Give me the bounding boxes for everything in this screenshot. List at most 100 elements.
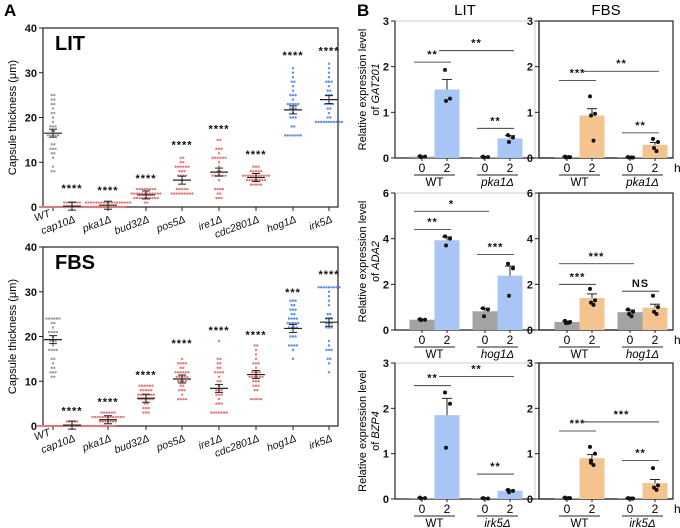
data-point xyxy=(146,402,149,405)
data-point xyxy=(325,326,328,329)
data-point xyxy=(333,120,336,124)
data-point xyxy=(221,187,225,191)
data-point xyxy=(180,393,184,396)
data-point xyxy=(486,155,490,160)
data-point xyxy=(593,298,597,303)
data-point xyxy=(224,174,227,177)
data-point xyxy=(224,156,227,159)
data-point xyxy=(142,406,145,410)
data-point xyxy=(507,293,511,298)
x-tick-label: 0 xyxy=(564,161,571,175)
data-point xyxy=(53,129,56,133)
data-point xyxy=(65,420,69,423)
y-tick-label: 30 xyxy=(25,68,37,80)
data-point xyxy=(182,161,185,164)
x-tick-label: pos5Δ xyxy=(154,433,187,455)
data-point xyxy=(289,134,292,137)
data-point xyxy=(443,67,447,72)
group-label: WT xyxy=(426,177,444,189)
data-point xyxy=(289,107,292,110)
data-point xyxy=(225,411,228,414)
data-point xyxy=(180,187,184,191)
data-point xyxy=(486,496,490,501)
data-point xyxy=(39,424,42,428)
data-point xyxy=(184,165,188,168)
data-point xyxy=(291,299,295,302)
data-point xyxy=(423,154,427,159)
significance-label: **** xyxy=(171,139,192,151)
data-point xyxy=(253,344,256,347)
data-point xyxy=(291,102,295,106)
data-point xyxy=(286,321,289,325)
data-point xyxy=(53,102,56,106)
data-point xyxy=(57,424,61,428)
data-point xyxy=(50,129,53,133)
data-point xyxy=(146,192,149,195)
y-tick-label: 6 xyxy=(383,188,389,200)
data-point xyxy=(297,134,300,137)
data-point xyxy=(174,165,177,168)
significance-label: **** xyxy=(318,45,339,57)
significance-label: *** xyxy=(285,287,301,299)
plot-frame xyxy=(394,362,536,500)
data-point xyxy=(128,201,132,204)
data-point xyxy=(591,302,596,307)
significance-label: **** xyxy=(135,173,156,185)
data-point xyxy=(253,389,256,392)
data-point xyxy=(327,371,331,374)
data-point xyxy=(326,89,329,92)
data-point xyxy=(286,102,289,106)
y-tick-label: 2 xyxy=(527,403,533,415)
data-point xyxy=(217,152,221,155)
data-point xyxy=(212,411,215,414)
data-point xyxy=(102,205,106,209)
data-point xyxy=(108,201,111,204)
data-point xyxy=(89,205,93,209)
bar xyxy=(472,311,498,330)
data-point xyxy=(89,424,92,428)
data-point xyxy=(291,357,295,361)
x-tick-label: pka1Δ xyxy=(80,433,113,455)
data-point xyxy=(102,424,106,428)
data-point xyxy=(187,371,190,374)
data-point xyxy=(254,380,258,383)
y-tick-label: 3 xyxy=(527,358,533,370)
data-point xyxy=(290,80,293,83)
data-point xyxy=(89,201,93,204)
data-point xyxy=(47,424,50,428)
data-point xyxy=(179,362,182,365)
data-point xyxy=(105,424,108,428)
data-point xyxy=(219,156,222,159)
data-point xyxy=(327,84,331,88)
data-point xyxy=(220,147,223,151)
data-point xyxy=(651,466,655,471)
data-point xyxy=(138,187,141,191)
data-point xyxy=(291,116,295,119)
data-point xyxy=(47,348,51,352)
data-point xyxy=(254,384,258,387)
data-point xyxy=(53,143,56,146)
data-point xyxy=(42,205,45,209)
y-tick-label: 1 xyxy=(527,107,533,119)
bar xyxy=(642,307,668,330)
data-point xyxy=(294,134,297,137)
data-point xyxy=(51,120,55,124)
data-point xyxy=(186,187,189,191)
y-tick-label: 3 xyxy=(527,16,533,28)
data-point xyxy=(265,174,268,177)
data-point xyxy=(291,321,295,325)
data-point xyxy=(252,174,255,177)
bar xyxy=(617,312,643,330)
data-point xyxy=(252,384,255,387)
data-point xyxy=(84,201,88,204)
data-point xyxy=(182,397,185,401)
data-point xyxy=(109,420,112,423)
bar xyxy=(434,240,460,330)
data-point xyxy=(115,205,119,209)
data-point xyxy=(60,424,63,428)
x-tick-label: 0 xyxy=(564,333,571,347)
data-point xyxy=(293,317,296,320)
data-point xyxy=(511,266,515,271)
data-point xyxy=(51,107,55,110)
